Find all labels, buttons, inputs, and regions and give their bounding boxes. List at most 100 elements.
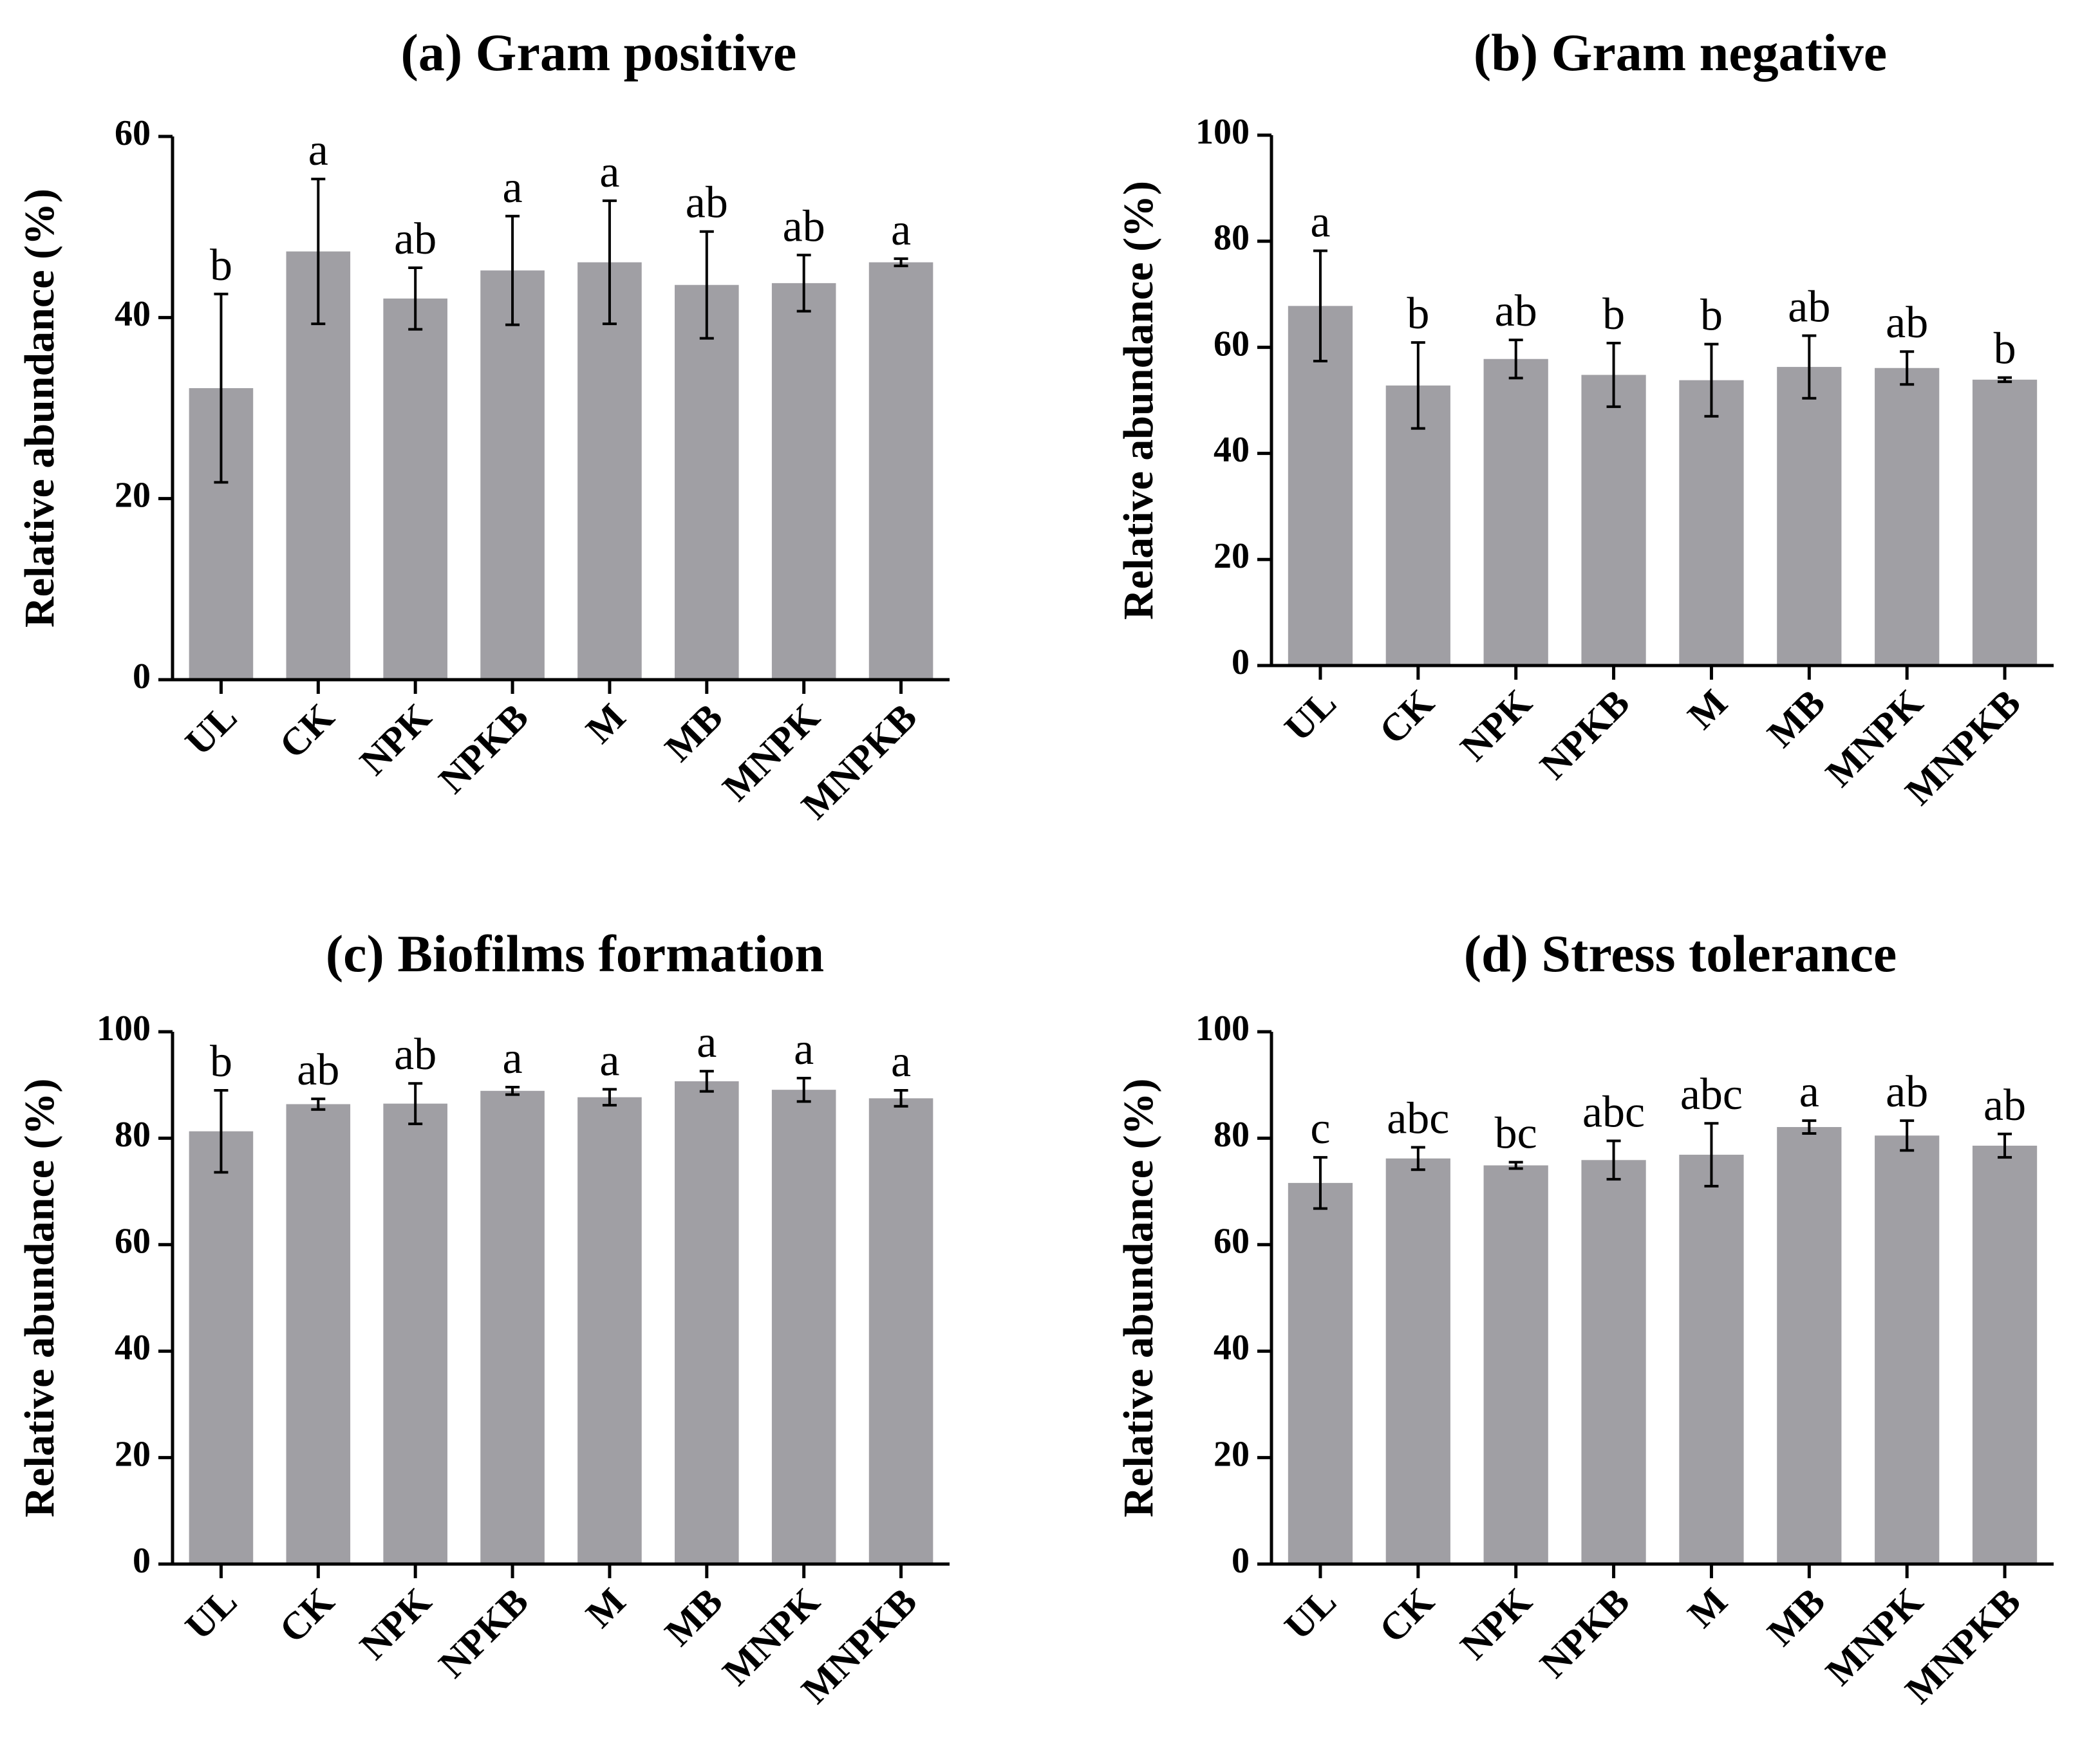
x-tick-label: NPK	[1452, 681, 1540, 769]
bar-mnpk	[771, 283, 836, 680]
error-bar	[894, 257, 908, 268]
y-tick-label: 0	[133, 657, 151, 696]
bar-m	[577, 1097, 642, 1564]
y-axis-label: Relative abundance (%)	[1115, 1079, 1162, 1518]
error-bar	[1508, 1160, 1523, 1170]
x-tick-label: NPK	[1452, 1580, 1540, 1667]
error-bar	[1802, 1119, 1817, 1135]
bar-ck	[1385, 1158, 1450, 1564]
error-bar	[1313, 1156, 1327, 1210]
x-tick-label: MB	[657, 1580, 731, 1654]
bar-npkb	[1581, 375, 1646, 666]
x-tick-label: NPK	[352, 1580, 439, 1667]
x-tick-label: CK	[1371, 1580, 1443, 1651]
y-tick-label: 80	[1214, 1115, 1250, 1155]
significance-label: abc	[1680, 1070, 1743, 1119]
y-tick-label: 40	[115, 294, 151, 334]
x-tick-label: MB	[1759, 1580, 1833, 1654]
significance-label: b	[1602, 290, 1625, 339]
x-tick-label: M	[1680, 1580, 1736, 1636]
y-axis-label: Relative abundance (%)	[16, 1079, 63, 1518]
error-bar	[1704, 1122, 1719, 1188]
significance-label: b	[210, 241, 232, 290]
significance-label: a	[891, 205, 911, 255]
x-tick-label: NPKB	[431, 696, 537, 802]
error-bar	[1802, 334, 1817, 400]
y-axis-label: Relative abundance (%)	[1115, 181, 1162, 620]
bar-mb	[675, 284, 739, 680]
bar-mnpkb	[868, 1098, 933, 1564]
x-tick-label: MB	[657, 696, 731, 770]
y-tick-label: 20	[1214, 1434, 1250, 1474]
bar-mnpkb	[1972, 1145, 2038, 1564]
x-tick-label: UL	[1277, 682, 1345, 750]
error-bar	[1998, 1132, 2012, 1159]
error-bar	[311, 178, 326, 326]
panel-title: (d) Stress tolerance	[1464, 924, 1897, 983]
significance-label: ab	[1788, 282, 1830, 331]
x-tick-label: NPKB	[1532, 1580, 1638, 1686]
y-tick-label: 40	[1214, 1328, 1250, 1368]
panels: (a) Gram positive Relative abundance (%) b…	[16, 23, 2054, 1711]
y-tick-label: 80	[115, 1115, 151, 1155]
y-tick-label: 20	[115, 476, 151, 516]
y-tick-label: 40	[1214, 430, 1250, 470]
x-tick-label: UL	[177, 1580, 245, 1648]
bar-mnpkb	[1972, 379, 2038, 666]
significance-label: b	[1700, 291, 1723, 340]
bar-npk	[383, 1103, 447, 1564]
y-tick-label: 0	[1232, 1541, 1250, 1581]
significance-label: a	[1799, 1067, 1819, 1117]
significance-label: ab	[1886, 1067, 1928, 1117]
bar-ck	[286, 1104, 351, 1564]
significance-label: a	[599, 1036, 619, 1085]
x-tick-label: CK	[1371, 681, 1443, 752]
bar-mnpkb	[868, 262, 933, 680]
x-tick-label: CK	[271, 1580, 342, 1651]
bar-m	[1679, 380, 1744, 666]
error-bar	[1900, 1119, 1915, 1152]
error-bar	[311, 1097, 326, 1111]
error-bar	[1508, 339, 1523, 380]
panel-title: (a) Gram positive	[401, 23, 797, 82]
significance-label: b	[1407, 289, 1429, 339]
bar-ul	[1288, 306, 1353, 666]
bar-m	[1679, 1155, 1744, 1564]
bar-ul	[1288, 1182, 1353, 1564]
y-tick-label: 60	[1214, 324, 1250, 364]
significance-label: ab	[1495, 286, 1537, 336]
bar-mb	[1777, 1127, 1842, 1564]
error-bar	[796, 1076, 811, 1103]
significance-label: ab	[1983, 1081, 2026, 1130]
significance-label: ab	[297, 1045, 339, 1095]
y-tick-label: 20	[1214, 536, 1250, 576]
significance-label: abc	[1582, 1088, 1645, 1137]
bar-npk	[383, 298, 447, 680]
error-bar	[1998, 376, 2012, 384]
significance-label: a	[891, 1037, 911, 1086]
bar-mb	[675, 1081, 739, 1564]
y-tick-label: 100	[97, 1009, 151, 1048]
significance-label: a	[599, 147, 619, 197]
bar-ck	[1385, 385, 1450, 666]
significance-label: ab	[394, 214, 436, 264]
significance-label: a	[1310, 198, 1330, 247]
bar-npkb	[1581, 1160, 1646, 1564]
y-tick-label: 20	[115, 1434, 151, 1474]
error-bar	[214, 292, 229, 484]
error-bar	[1606, 342, 1621, 408]
bar-mb	[1777, 367, 1842, 666]
x-tick-label: CK	[271, 695, 342, 767]
error-bar	[214, 1088, 229, 1174]
panel-c: (c) Biofilms formation Relative abundance…	[16, 924, 950, 1711]
bar-mnpk	[1875, 368, 1940, 666]
panel-a: (a) Gram positive Relative abundance (%) b…	[16, 23, 950, 827]
x-tick-label: MB	[1759, 682, 1833, 756]
bar-npkb	[480, 270, 545, 680]
error-bar	[408, 266, 423, 331]
significance-label: ab	[1886, 298, 1928, 348]
error-bar	[1313, 249, 1327, 363]
x-tick-label: NPKB	[1532, 682, 1638, 788]
x-tick-label: UL	[177, 696, 245, 764]
